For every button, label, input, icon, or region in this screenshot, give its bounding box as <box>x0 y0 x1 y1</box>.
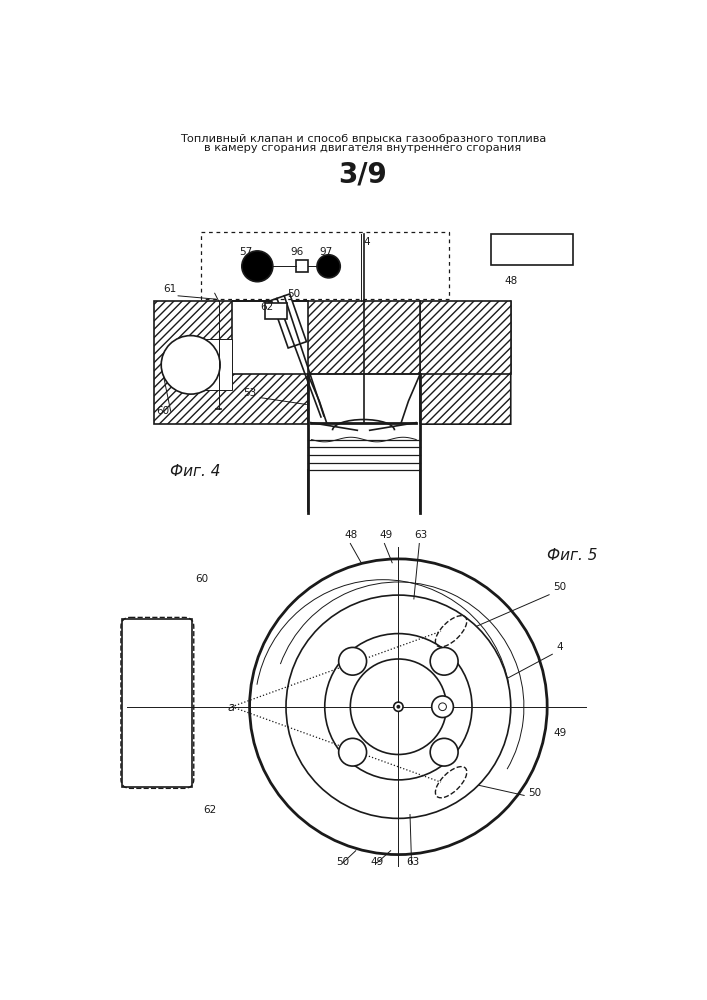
Text: 96: 96 <box>291 247 304 257</box>
Polygon shape <box>271 294 306 348</box>
Text: 49: 49 <box>370 857 384 867</box>
Text: 48: 48 <box>344 530 357 540</box>
Text: 48: 48 <box>505 276 518 286</box>
Circle shape <box>397 705 400 709</box>
Text: 60: 60 <box>195 574 209 584</box>
Text: 49: 49 <box>554 728 566 738</box>
Circle shape <box>286 595 510 818</box>
Bar <box>296 260 308 272</box>
Circle shape <box>339 647 366 675</box>
Polygon shape <box>308 374 420 424</box>
Circle shape <box>394 702 403 711</box>
Text: 53: 53 <box>243 388 257 398</box>
Text: ECU: ECU <box>515 242 549 257</box>
Text: 63: 63 <box>406 857 419 867</box>
Circle shape <box>432 696 453 718</box>
Text: 63: 63 <box>414 530 427 540</box>
Circle shape <box>430 738 458 766</box>
Text: Топливный клапан и способ впрыска газообразного топлива: Топливный клапан и способ впрыска газооб… <box>180 134 546 144</box>
Circle shape <box>339 738 366 766</box>
Text: 4: 4 <box>363 237 370 247</box>
Text: в камеру сгорания двигателя внутреннего сгорания: в камеру сгорания двигателя внутреннего … <box>204 143 521 153</box>
Bar <box>122 619 192 787</box>
Bar <box>201 232 449 299</box>
Polygon shape <box>154 301 308 424</box>
Circle shape <box>242 251 273 282</box>
Text: Фиг. 4: Фиг. 4 <box>170 464 221 479</box>
Polygon shape <box>191 339 232 390</box>
Bar <box>265 303 287 319</box>
Text: 61: 61 <box>163 284 176 294</box>
Text: 50: 50 <box>529 788 542 798</box>
Bar <box>308 424 420 511</box>
Text: 50: 50 <box>288 289 300 299</box>
Circle shape <box>317 255 340 278</box>
Text: 50: 50 <box>554 582 566 592</box>
Text: 62: 62 <box>260 302 274 312</box>
Text: 3/9: 3/9 <box>339 160 387 188</box>
Text: 4: 4 <box>556 642 563 652</box>
Text: 50: 50 <box>337 857 349 867</box>
Polygon shape <box>420 301 510 424</box>
Text: Фиг. 5: Фиг. 5 <box>547 548 597 563</box>
Text: 49: 49 <box>379 530 392 540</box>
Text: 60: 60 <box>156 406 170 416</box>
Circle shape <box>430 647 458 675</box>
Circle shape <box>438 703 446 711</box>
Polygon shape <box>232 301 420 374</box>
Circle shape <box>325 634 472 780</box>
Text: 57: 57 <box>240 247 252 257</box>
Text: 62: 62 <box>203 805 216 815</box>
Bar <box>491 234 573 265</box>
Circle shape <box>351 659 446 754</box>
Text: a: a <box>228 701 235 714</box>
Polygon shape <box>420 301 510 374</box>
Circle shape <box>161 336 220 394</box>
Text: 97: 97 <box>320 247 332 257</box>
Circle shape <box>250 559 547 855</box>
